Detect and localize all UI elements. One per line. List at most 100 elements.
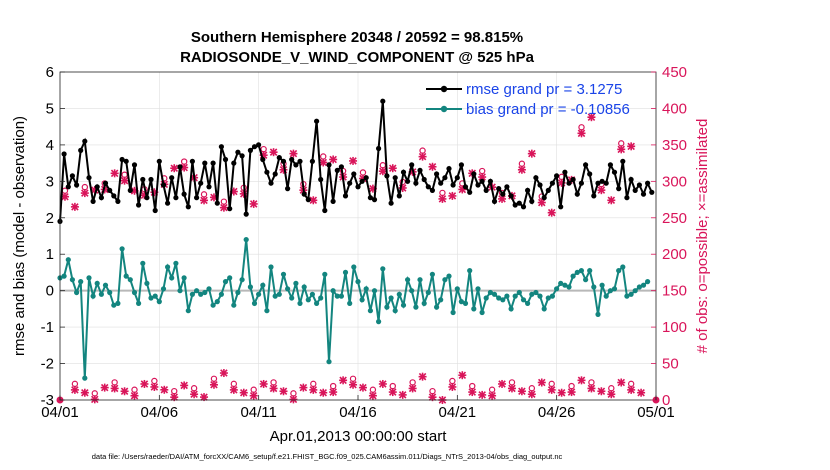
obs_low-assim-b-17 [418,372,427,381]
bias-point-80 [388,295,394,301]
rmse-point-34 [198,180,204,186]
bias-point-107 [500,297,506,303]
bias-point-62 [314,300,320,306]
rmse-point-95 [450,182,456,188]
bias-point-70 [347,300,353,306]
rmse-point-126 [578,180,585,186]
rmse-point-7 [86,175,92,181]
bias-point-38 [214,299,220,305]
rmse-point-37 [210,160,216,166]
y-tick-label-left-4: 1 [46,246,54,263]
bias-point-65 [326,359,332,365]
y-tick-label-left-0: -3 [41,392,54,409]
obs_low-assim-b-15 [378,379,387,388]
bias-point-96 [454,286,460,292]
y-tick-label-right-0: 0 [662,392,670,409]
rmse-point-75 [367,195,373,201]
rmse-point-77 [376,145,382,152]
rmse-point-26 [165,200,171,206]
rmse-point-50 [264,169,270,175]
obs_low-assim-b-13 [339,376,348,385]
bias-point-5 [78,279,84,285]
bias-point-113 [525,300,531,306]
rmse-point-46 [247,147,253,153]
bias-point-68 [338,293,344,299]
rmse-point-24 [156,158,162,164]
obs_high-assim-19 [438,194,447,203]
obs_low-assim-27 [607,390,616,399]
obs_high-assim-7 [200,196,209,205]
bias-point-10 [98,291,104,297]
x-tick-label-3: 04/16 [339,404,377,421]
bias-point-6 [82,375,88,381]
rmse-point-124 [570,176,576,183]
obs_low-assim-6 [190,390,199,399]
rmse-point-21 [144,195,150,201]
obs_high-assim-13 [319,158,328,167]
rmse-point-133 [607,162,614,168]
right-axis-ticks: 0 50 100 150 200 250 300 350 400 450 [651,64,687,409]
rmse-point-1 [61,151,67,157]
rmse-point-53 [276,155,282,161]
obs_high-assim-b-24 [547,208,556,217]
obs_low-assim-b-21 [498,379,507,388]
obs_low-assim-b-2 [120,387,129,396]
rmse-point-17 [127,187,133,193]
bias-point-128 [587,268,593,274]
bias-point-101 [475,286,481,292]
obs_high-assim-b-19 [448,191,457,200]
bias-point-111 [516,289,522,296]
rmse-point-16 [123,158,129,164]
obs_high-assim-26 [577,129,586,138]
obs_low-assim-b-19 [458,371,467,380]
rmse-point-105 [491,198,498,204]
rmse-point-114 [529,198,535,204]
bias-point-109 [508,306,514,312]
y-tick-label-left-1: -2 [41,356,54,373]
rmse-point-127 [583,162,589,168]
left-axis-ticks: -3 -2 -1 0 1 2 3 4 5 6 [41,64,65,409]
bias-point-139 [632,288,638,294]
obs_high-assim-22 [498,194,507,203]
rmse-series [57,98,655,224]
rmse-point-110 [512,202,518,208]
obs_low-assim-21 [488,391,497,400]
rmse-point-13 [111,193,117,199]
rmse-point-81 [392,175,398,181]
bias-point-58 [297,300,303,306]
rmse-point-41 [227,206,233,212]
bias-point-66 [330,288,336,294]
obs_high-assim-11 [279,165,288,174]
rmse-point-22 [148,176,154,183]
bias-point-46 [247,284,253,290]
obs_high-assim-b-26 [587,113,596,122]
bias-point-136 [620,264,626,270]
rmse-point-72 [355,184,361,190]
y-axis-label-left: rmse and bias (model - observation) [11,116,28,356]
bias-point-14 [115,300,121,306]
obs_low-assim-b-8 [239,388,248,397]
rmse-point-49 [260,156,266,163]
obs_low-assim-b-0 [80,388,89,397]
bias-point-37 [210,302,216,308]
obs_high-assim-b-9 [249,199,258,208]
bias-point-28 [173,260,179,266]
rmse-point-104 [487,178,493,184]
obs_high-assim-3 [120,176,129,185]
rmse-point-96 [454,175,460,181]
rmse-point-125 [574,191,580,197]
bias-point-76 [371,288,378,294]
bias-point-61 [309,291,315,297]
rmse-point-66 [330,198,336,204]
rmse-point-118 [545,187,551,193]
rmse-point-113 [525,187,531,193]
bias-point-118 [545,295,551,301]
rmse-point-88 [421,176,427,183]
rmse-point-74 [363,175,369,181]
bias-point-64 [322,271,328,277]
bias-point-94 [446,273,452,279]
y-tick-label-right-8: 400 [662,100,687,117]
bias-point-105 [491,291,498,297]
rmse-point-51 [268,180,274,186]
bias-point-90 [429,271,435,277]
